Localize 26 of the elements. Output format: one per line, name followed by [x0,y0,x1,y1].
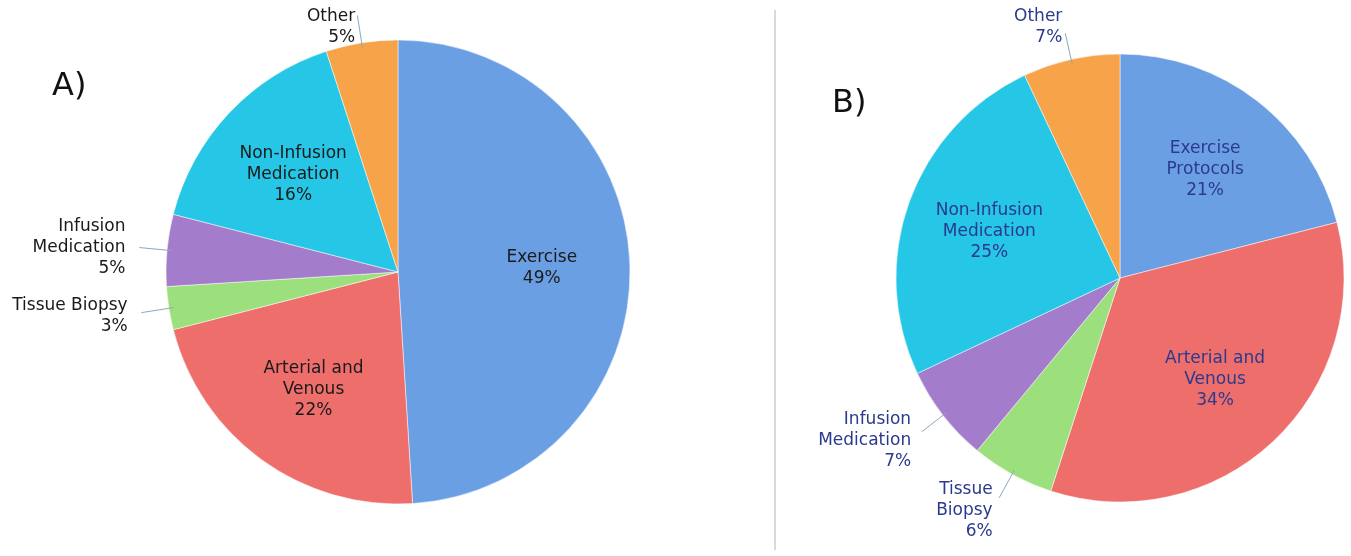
data-label: 3% [100,314,128,335]
data-label: 5% [98,256,126,277]
text: B) [832,82,867,120]
data-label: 22% [294,398,333,419]
slice-label: Infusion Medication [32,214,126,256]
data-label: 7% [1035,26,1063,46]
slice-label: Exercise Protocols [1166,136,1244,178]
data-label: 21% [1186,178,1225,199]
slice-label: Exercise [506,246,578,267]
slice-label: Infusion Medication [818,408,912,450]
slice-label: Tissue Biopsy [936,477,993,519]
data-label: 34% [1196,389,1234,410]
data-label: 5% [328,26,356,46]
data-label: 6% [965,519,993,540]
text: A) [52,65,87,103]
slice-label: Arterial and Venous [1165,347,1266,389]
data-label: 49% [522,267,561,288]
slice-label: Tissue Biopsy [11,293,128,314]
slice-label: Other [1014,5,1063,25]
slice-label: Other [306,5,356,25]
data-label: 25% [970,241,1009,262]
slice-label: Arterial and Venous [263,356,364,398]
slice-label: Non-Infusion Medication [239,141,347,183]
data-label: 16% [274,183,313,204]
data-label: 7% [884,450,912,471]
slice-label: Non-Infusion Medication [935,199,1043,241]
